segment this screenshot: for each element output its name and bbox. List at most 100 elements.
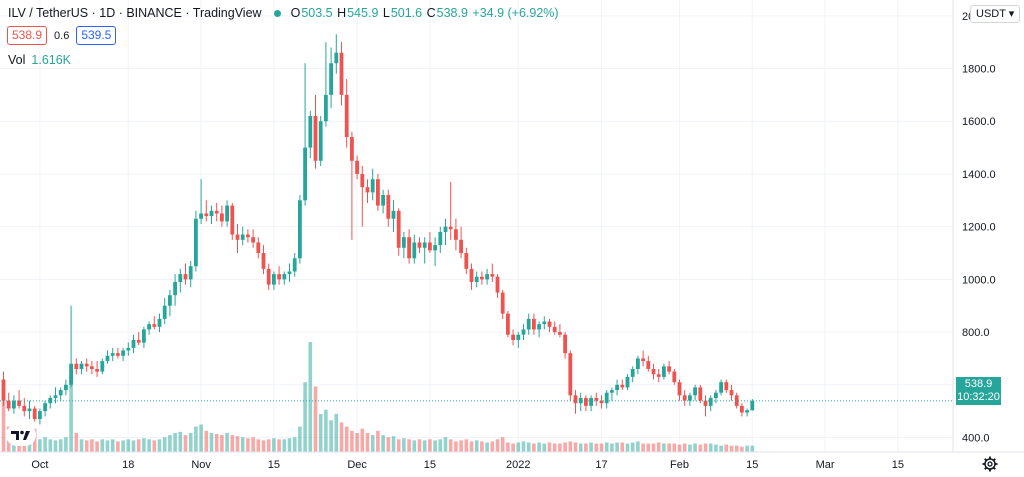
candle[interactable] [381, 189, 385, 214]
candle[interactable] [334, 34, 339, 74]
candles[interactable] [1, 34, 755, 425]
candle[interactable] [69, 305, 73, 388]
candle[interactable] [376, 173, 380, 211]
candle[interactable] [615, 379, 619, 396]
candle[interactable] [287, 263, 292, 283]
candle[interactable] [6, 392, 11, 412]
candle[interactable] [485, 268, 489, 285]
candle[interactable] [48, 395, 53, 409]
candle[interactable] [308, 110, 313, 159]
candle[interactable] [584, 395, 588, 412]
candle[interactable] [84, 358, 89, 372]
candle[interactable] [27, 400, 32, 420]
candle[interactable] [256, 237, 261, 259]
candle[interactable] [105, 350, 110, 364]
candle[interactable] [625, 374, 630, 391]
candle[interactable] [168, 289, 172, 317]
candle[interactable] [350, 131, 354, 240]
candle[interactable] [428, 231, 432, 254]
candle[interactable] [95, 361, 99, 377]
candle[interactable] [272, 271, 276, 290]
currency-selector[interactable]: USDT ▾ [970, 5, 1021, 23]
candle[interactable] [136, 332, 141, 346]
candle[interactable] [282, 271, 287, 285]
candle[interactable] [714, 390, 718, 404]
buy-price-button[interactable]: 539.5 [76, 26, 117, 45]
candle[interactable] [209, 205, 214, 225]
candle[interactable] [474, 271, 479, 288]
candle[interactable] [230, 202, 235, 240]
candle[interactable] [537, 321, 541, 338]
candle[interactable] [396, 208, 401, 256]
candle[interactable] [500, 289, 505, 319]
candle[interactable] [225, 200, 229, 227]
candle[interactable] [547, 318, 552, 333]
candle[interactable] [480, 271, 484, 285]
candle[interactable] [610, 387, 614, 401]
candle[interactable] [131, 334, 136, 354]
candle[interactable] [552, 321, 557, 335]
candle[interactable] [1, 371, 6, 406]
candle[interactable] [599, 395, 604, 409]
candle[interactable] [646, 355, 651, 372]
candle[interactable] [246, 229, 250, 243]
candle[interactable] [391, 200, 396, 232]
candle[interactable] [495, 274, 500, 298]
candle[interactable] [469, 263, 474, 290]
candle[interactable] [194, 210, 198, 272]
candle[interactable] [433, 237, 437, 267]
candle[interactable] [448, 181, 453, 240]
candle[interactable] [677, 379, 682, 401]
candle[interactable] [183, 263, 188, 285]
candle[interactable] [313, 94, 318, 169]
candle[interactable] [745, 408, 749, 417]
candle[interactable] [511, 329, 515, 346]
candle[interactable] [344, 79, 349, 148]
candle[interactable] [542, 316, 547, 330]
candle[interactable] [266, 263, 271, 290]
candle[interactable] [521, 324, 526, 340]
candle[interactable] [750, 399, 755, 411]
candle[interactable] [329, 47, 333, 109]
candle[interactable] [459, 226, 463, 259]
candle[interactable] [443, 218, 448, 246]
candle[interactable] [568, 350, 573, 401]
candle[interactable] [199, 179, 203, 225]
candle[interactable] [324, 42, 328, 127]
time-axis[interactable]: Oct 18 Nov 15 Dec 15 2022 17 Feb 15 Mar 15 [31, 459, 904, 471]
candle[interactable] [100, 358, 105, 375]
candle[interactable] [121, 347, 125, 362]
candle[interactable] [370, 168, 375, 201]
candle[interactable] [708, 395, 713, 412]
candle[interactable] [490, 263, 495, 283]
candle[interactable] [672, 368, 677, 385]
candle[interactable] [454, 218, 458, 251]
candle[interactable] [298, 195, 302, 264]
candle[interactable] [464, 247, 469, 275]
candle[interactable] [594, 392, 599, 406]
candle[interactable] [43, 400, 47, 417]
symbol-title[interactable]: ILV / TetherUS · 1D · BINANCE · TradingV… [8, 6, 262, 20]
candle[interactable] [152, 316, 157, 330]
candle[interactable] [734, 392, 739, 409]
candle[interactable] [12, 395, 16, 414]
candle[interactable] [740, 403, 744, 417]
candle[interactable] [74, 358, 79, 375]
candle[interactable] [204, 200, 209, 222]
candle[interactable] [178, 268, 183, 293]
candle[interactable] [516, 332, 521, 348]
candle[interactable] [506, 310, 510, 338]
candle[interactable] [79, 361, 84, 375]
candle[interactable] [318, 115, 323, 167]
candle[interactable] [417, 237, 422, 254]
candle[interactable] [110, 347, 115, 362]
candle[interactable] [719, 379, 723, 396]
gear-icon[interactable] [982, 456, 998, 472]
candle[interactable] [724, 379, 729, 393]
candle[interactable] [412, 234, 417, 264]
candle[interactable] [142, 326, 146, 348]
candle[interactable] [126, 342, 131, 356]
candle[interactable] [630, 366, 635, 383]
candle[interactable] [173, 274, 177, 306]
candle[interactable] [157, 313, 162, 333]
